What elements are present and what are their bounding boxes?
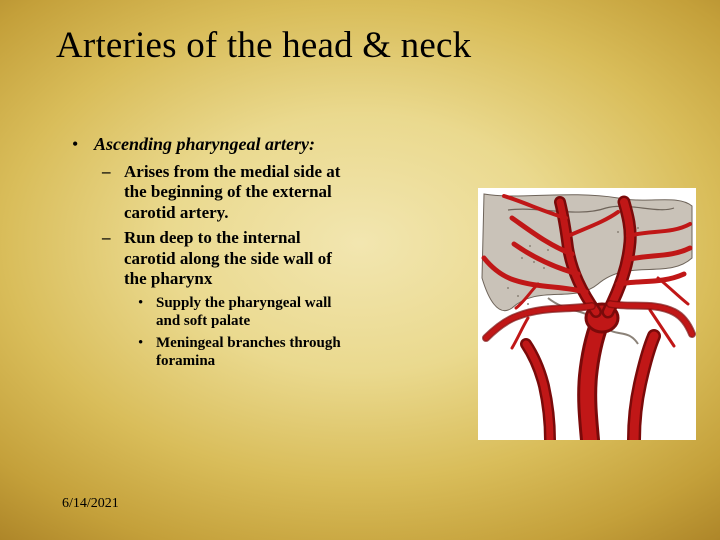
bullet-level3: • Supply the pharyngeal wall and soft pa… [138, 294, 382, 330]
artery-illustration-icon [478, 188, 696, 440]
bullet-l3-text: Meningeal branches through foramina [156, 334, 356, 370]
bullet-dot-icon: • [138, 334, 146, 370]
bullet-l1-text: Ascending pharyngeal artery: [94, 134, 315, 156]
bullet-level3: • Meningeal branches through foramina [138, 334, 382, 370]
bullet-l2-text: Arises from the medial side at the begin… [124, 162, 354, 224]
bullet-dot-icon: • [138, 294, 146, 330]
bullet-l3-text: Supply the pharyngeal wall and soft pala… [156, 294, 356, 330]
bullet-level2: – Arises from the medial side at the beg… [102, 162, 382, 224]
content-block: • Ascending pharyngeal artery: – Arises … [72, 134, 382, 374]
bullet-dash-icon: – [102, 162, 114, 224]
anatomy-figure [478, 188, 696, 440]
page-title: Arteries of the head & neck [56, 24, 471, 67]
slide-date: 6/14/2021 [62, 496, 119, 512]
bullet-level2: – Run deep to the internal carotid along… [102, 228, 382, 290]
bullet-dash-icon: – [102, 228, 114, 290]
bullet-level1: • Ascending pharyngeal artery: [72, 134, 382, 156]
bullet-l2-text: Run deep to the internal carotid along t… [124, 228, 354, 290]
bullet-dot-icon: • [72, 134, 82, 156]
